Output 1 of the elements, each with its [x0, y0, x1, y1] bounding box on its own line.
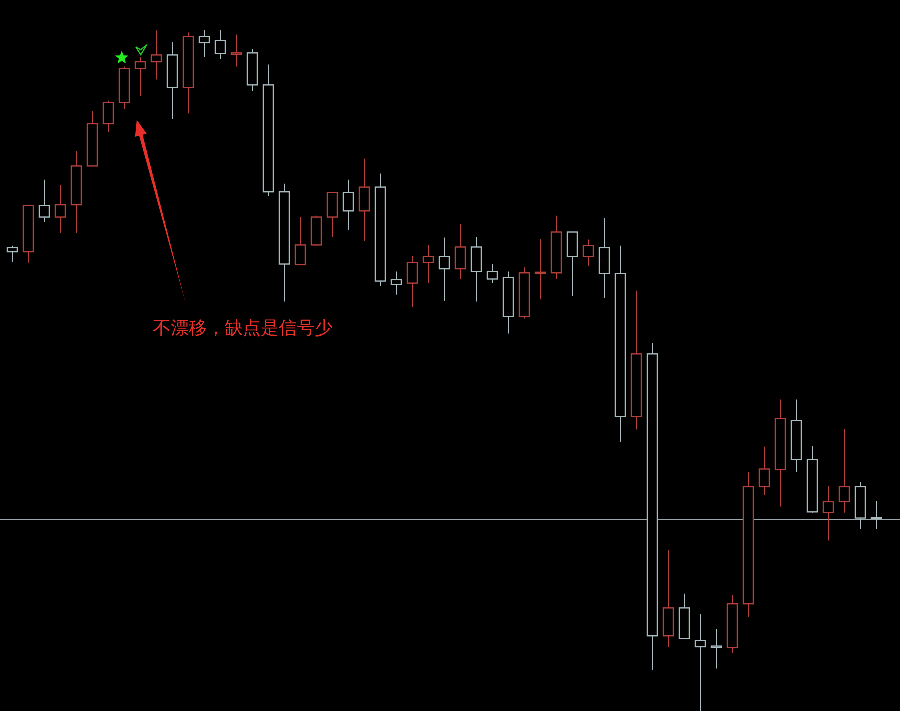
annotation: 不漂移，缺点是信号少 — [153, 318, 333, 338]
